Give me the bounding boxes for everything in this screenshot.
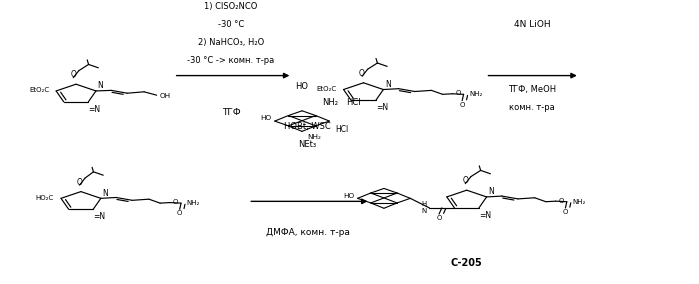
Text: 1) ClSO₂NCO: 1) ClSO₂NCO (204, 2, 258, 11)
Text: N: N (384, 80, 391, 89)
Text: NEt₃: NEt₃ (298, 140, 317, 149)
Text: O: O (462, 176, 468, 185)
Text: O: O (71, 70, 76, 79)
Text: HO: HO (295, 82, 308, 91)
Text: O: O (359, 69, 365, 78)
Text: =N: =N (93, 212, 106, 221)
Text: HO₂C: HO₂C (36, 195, 54, 201)
Text: NH₂: NH₂ (322, 99, 338, 108)
Text: NH₂: NH₂ (572, 199, 586, 205)
Text: HCl: HCl (346, 99, 361, 108)
Text: C-205: C-205 (451, 258, 482, 268)
Text: HCl: HCl (336, 126, 349, 134)
Text: HO: HO (343, 193, 354, 199)
Text: =N: =N (88, 105, 101, 114)
Text: N: N (488, 187, 493, 196)
Text: 2) NaHCO₃, H₂O: 2) NaHCO₃, H₂O (198, 38, 264, 47)
Text: NH₂: NH₂ (187, 200, 200, 206)
Text: EtO₂C: EtO₂C (29, 87, 49, 93)
Text: O: O (177, 210, 182, 216)
Text: 4N LiOH: 4N LiOH (514, 20, 551, 30)
Text: H
N: H N (421, 201, 426, 214)
Text: NH₂: NH₂ (308, 134, 322, 140)
Text: O: O (455, 90, 461, 96)
Text: N: N (97, 82, 103, 90)
Text: O: O (563, 209, 568, 215)
Text: EtO₂C: EtO₂C (317, 86, 337, 92)
Text: N: N (102, 189, 108, 198)
Text: O: O (559, 198, 564, 204)
Text: =N: =N (376, 103, 388, 112)
Text: комн. т-ра: комн. т-ра (510, 103, 555, 112)
Text: -30 °C: -30 °C (218, 20, 244, 30)
Text: =N: =N (479, 211, 491, 220)
Text: HO: HO (260, 115, 271, 121)
Text: ТГФ, MeOH: ТГФ, MeOH (508, 85, 556, 95)
Text: O: O (173, 199, 178, 205)
Text: HOBt, WSC: HOBt, WSC (284, 122, 331, 131)
Text: O: O (436, 215, 442, 221)
Text: OH: OH (159, 93, 171, 99)
Text: O: O (459, 102, 465, 108)
Text: NH₂: NH₂ (469, 91, 482, 97)
Text: O: O (77, 178, 82, 187)
Text: ТГФ: ТГФ (222, 108, 240, 117)
Text: ДМФА, комн. т-ра: ДМФА, комн. т-ра (266, 228, 350, 237)
Text: -30 °C -> комн. т-ра: -30 °C -> комн. т-ра (187, 55, 275, 64)
